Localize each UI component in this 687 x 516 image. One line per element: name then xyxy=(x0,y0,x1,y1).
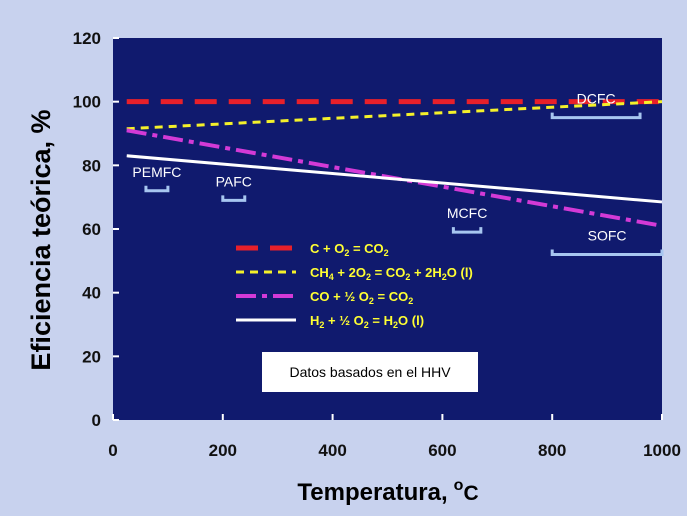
legend-subscript: 2 xyxy=(384,248,389,258)
legend-text-part: = CO xyxy=(371,265,405,280)
x-tick-label: 800 xyxy=(538,441,566,460)
legend-subscript: 2 xyxy=(408,296,413,306)
legend-subscript: 2 xyxy=(393,320,398,330)
legend-text-part: = CO xyxy=(374,289,408,304)
y-tick-label: 20 xyxy=(82,347,101,366)
x-tick-label: 0 xyxy=(108,441,117,460)
legend-text-part: + ½ O xyxy=(324,313,363,328)
y-tick-label: 80 xyxy=(82,156,101,175)
x-axis-unit-degree: o xyxy=(454,477,464,494)
y-axis-title: Eficiencia teórica, % xyxy=(26,109,56,370)
annotation-box xyxy=(262,352,478,392)
fuel-cell-label: MCFC xyxy=(447,205,487,221)
y-tick-label: 120 xyxy=(73,29,101,48)
legend-text-part: O (l) xyxy=(447,265,473,280)
fuel-cell-bracket xyxy=(550,249,664,256)
y-tick-label: 0 xyxy=(92,411,101,430)
y-tick-label: 100 xyxy=(73,93,101,112)
fuel-cell-bracket xyxy=(451,227,483,234)
fuel-cell-bracket xyxy=(221,195,247,202)
x-tick-label: 400 xyxy=(318,441,346,460)
y-tick-label: 40 xyxy=(82,284,101,303)
legend-label: CO + ½ O2 = CO2 xyxy=(310,289,413,306)
legend-subscript: 4 xyxy=(329,272,334,282)
legend-subscript: 2 xyxy=(366,272,371,282)
x-tick-label: 600 xyxy=(428,441,456,460)
legend-text-part: = CO xyxy=(349,241,383,256)
legend-label: H2 + ½ O2 = H2O (l) xyxy=(310,313,424,330)
series-line-4 xyxy=(126,154,663,204)
x-axis-unit-c: C xyxy=(463,482,478,505)
legend-text-part: C + O xyxy=(310,241,344,256)
legend-subscript: 2 xyxy=(364,320,369,330)
fuel-cell-bracket xyxy=(144,185,170,193)
legend-text-part: O (l) xyxy=(398,313,424,328)
x-tick-label: 1000 xyxy=(643,441,681,460)
legend-subscript: 2 xyxy=(405,272,410,282)
legend-text-part: CO + ½ O xyxy=(310,289,369,304)
legend-subscript: 2 xyxy=(369,296,374,306)
x-axis-title: Temperatura, oC xyxy=(297,477,478,506)
fuel-cell-label: SOFC xyxy=(588,227,627,243)
fuel-cell-bracket xyxy=(550,112,642,120)
legend-text-part: + 2H xyxy=(410,265,441,280)
legend-text-part: CH xyxy=(310,265,329,280)
fuel-cell-label: DCFC xyxy=(577,91,616,107)
legend-label: C + O2 = CO2 xyxy=(310,241,389,258)
x-tick-label: 200 xyxy=(209,441,237,460)
series-line-2 xyxy=(126,100,663,131)
legend-subscript: 2 xyxy=(344,248,349,258)
fuel-cell-label: PAFC xyxy=(216,173,252,189)
x-axis-title-text: Temperatura, xyxy=(297,479,447,506)
fuel-cell-label: PEMFC xyxy=(132,164,181,180)
y-tick-label: 60 xyxy=(82,220,101,239)
legend-text-part: + 2O xyxy=(334,265,366,280)
legend-subscript: 2 xyxy=(319,320,324,330)
legend-label: CH4 + 2O2 = CO2 + 2H2O (l) xyxy=(310,265,473,282)
annotation-text: Datos basados en el HHV xyxy=(289,364,451,380)
legend-text-part: H xyxy=(310,313,319,328)
legend-text-part: = H xyxy=(369,313,393,328)
legend-subscript: 2 xyxy=(442,272,447,282)
